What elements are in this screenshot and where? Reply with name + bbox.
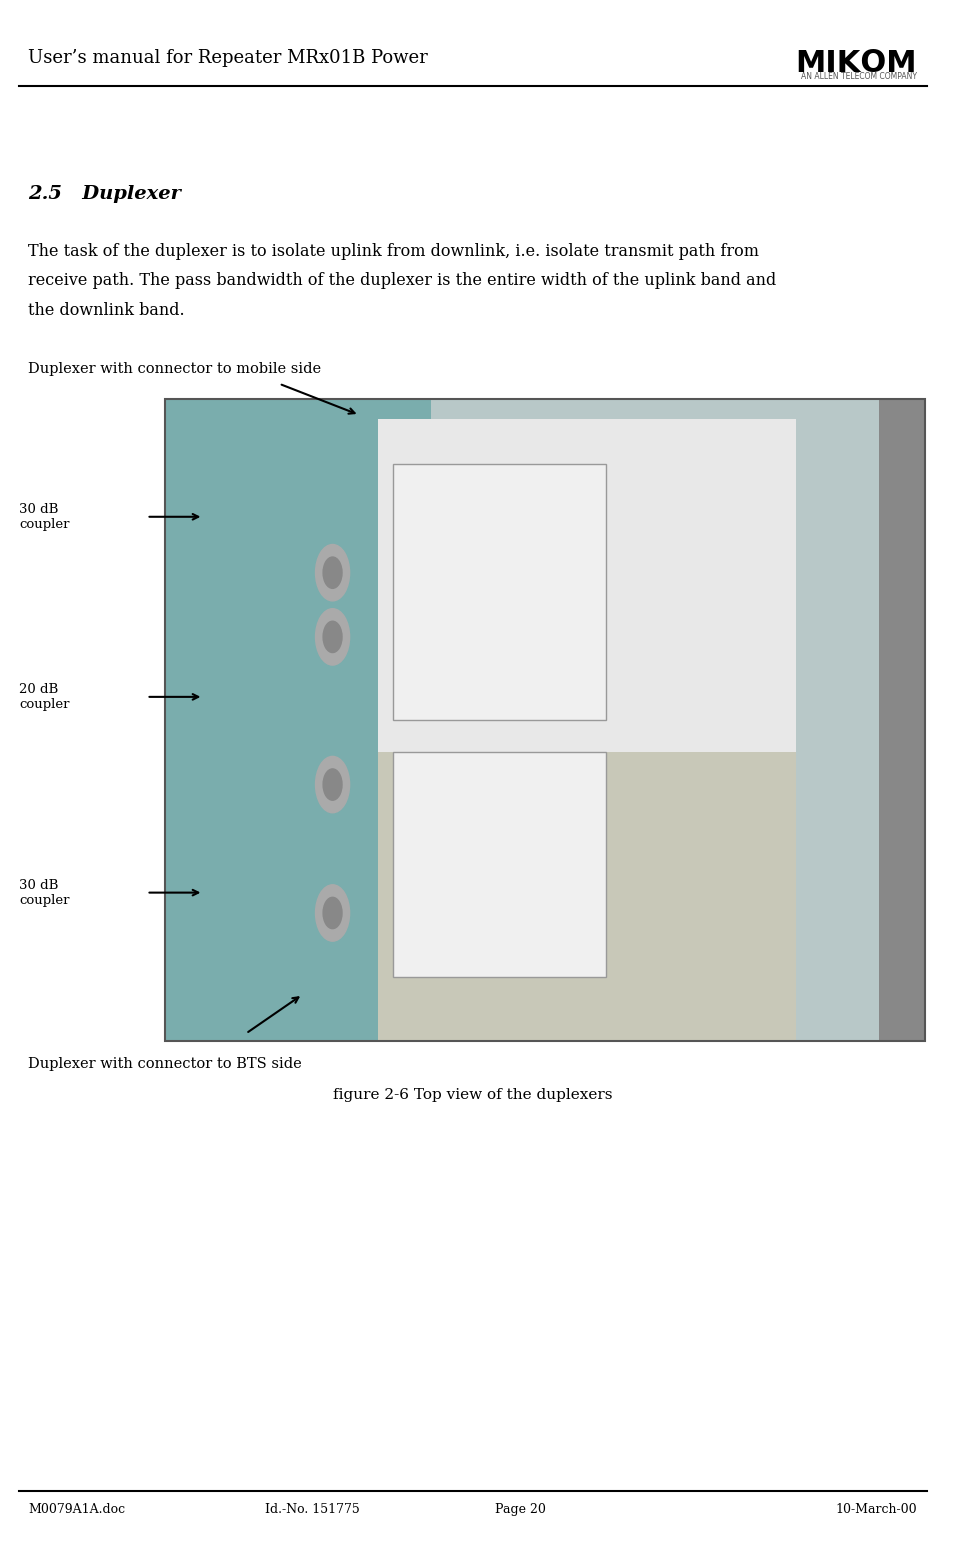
Text: Duplexer with connector to BTS side: Duplexer with connector to BTS side [28,1057,302,1071]
Circle shape [323,557,342,589]
Bar [879,399,924,1041]
Circle shape [323,769,342,800]
Bar [394,752,606,977]
Text: the downlink band.: the downlink band. [28,302,185,319]
Bar [394,464,606,720]
Circle shape [323,897,342,929]
Bar [378,418,796,752]
Bar [165,399,431,1041]
Text: 20 dB
coupler: 20 dB coupler [19,683,70,711]
Text: Page 20: Page 20 [495,1503,545,1516]
Text: MIKΟM: MIKΟM [796,49,918,78]
Text: AN ALLEN TELECOM COMPANY: AN ALLEN TELECOM COMPANY [802,72,918,81]
Bar [165,399,924,1041]
Circle shape [315,609,350,666]
Text: Id.-No. 151775: Id.-No. 151775 [265,1503,360,1516]
Circle shape [315,885,350,941]
Text: 30 dB
coupler: 30 dB coupler [19,879,70,907]
Text: 2.5   Duplexer: 2.5 Duplexer [28,185,181,202]
Text: Duplexer with connector to mobile side: Duplexer with connector to mobile side [28,362,321,376]
Bar [165,399,924,1041]
Text: The task of the duplexer is to isolate uplink from downlink, i.e. isolate transm: The task of the duplexer is to isolate u… [28,243,759,260]
Text: receive path. The pass bandwidth of the duplexer is the entire width of the upli: receive path. The pass bandwidth of the … [28,272,777,290]
Bar [378,752,796,1041]
Text: M0079A1A.doc: M0079A1A.doc [28,1503,126,1516]
Circle shape [315,545,350,601]
Text: User’s manual for Repeater MRx01B Power: User’s manual for Repeater MRx01B Power [28,49,428,67]
Text: 10-March-00: 10-March-00 [835,1503,918,1516]
Text: figure 2-6 Top view of the duplexers: figure 2-6 Top view of the duplexers [333,1088,613,1102]
Circle shape [323,622,342,653]
Circle shape [315,756,350,813]
Text: 30 dB
coupler: 30 dB coupler [19,503,70,531]
